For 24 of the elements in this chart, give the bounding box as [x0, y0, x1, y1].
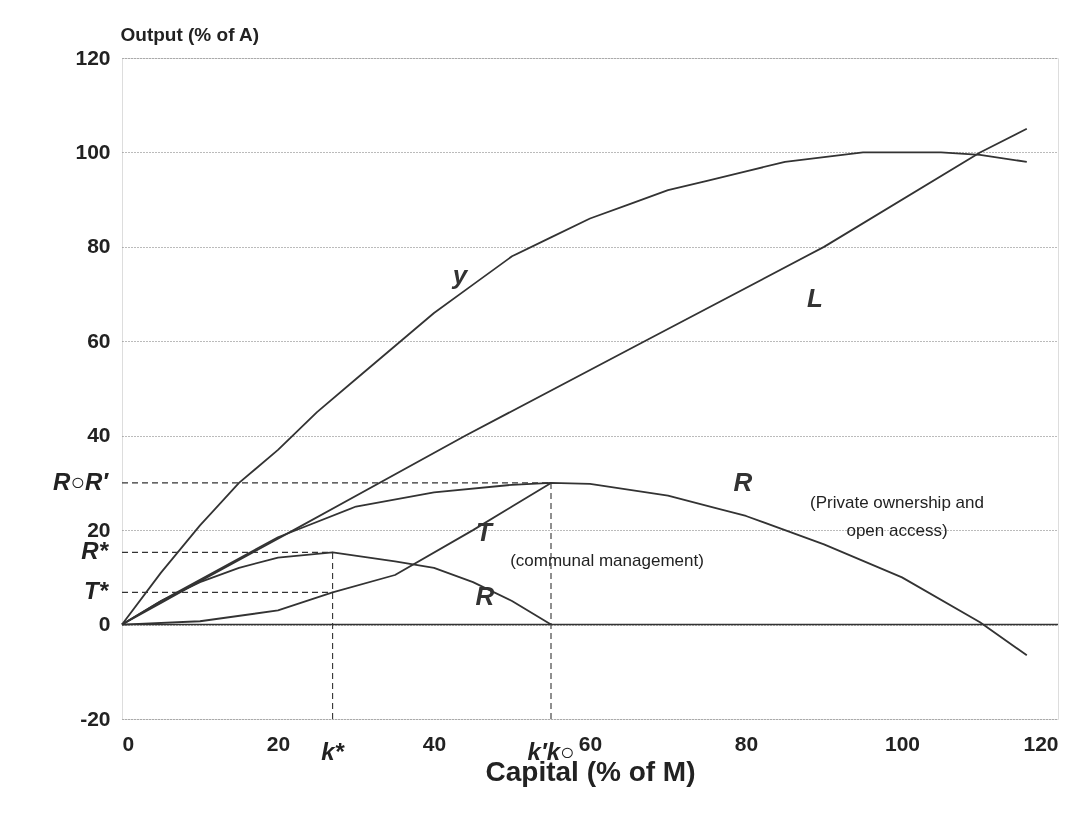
- y-axis-title: Output (% of A): [120, 23, 260, 45]
- x-tick-label: 100: [884, 731, 921, 755]
- x-tick-label: 80: [734, 731, 759, 755]
- ref-line-label: T*: [84, 577, 110, 605]
- y-tick-label: 120: [75, 45, 111, 69]
- x-tick-label: 120: [1023, 731, 1059, 755]
- series-label: L: [807, 282, 823, 313]
- ref-line-label: k*: [321, 738, 346, 765]
- y-tick-label: 80: [87, 234, 111, 258]
- y-tick-label: -20: [80, 706, 111, 730]
- annotation: (communal management): [510, 551, 704, 570]
- x-tick-label: 40: [422, 731, 447, 755]
- x-tick-label: 0: [122, 731, 135, 755]
- x-tick-label: 20: [266, 731, 291, 755]
- series-label: R: [733, 466, 753, 497]
- x-tick-label: 60: [578, 731, 603, 755]
- series-label: T: [476, 517, 495, 548]
- ref-line-label: R○R′: [53, 467, 110, 495]
- series-label: y: [450, 259, 469, 290]
- y-tick-label: 60: [87, 328, 111, 352]
- y-tick-label: 100: [75, 139, 111, 163]
- y-tick-label: 40: [87, 423, 111, 447]
- y-tick-label: 0: [98, 612, 111, 636]
- annotation: (Private ownership and open access): [810, 493, 984, 540]
